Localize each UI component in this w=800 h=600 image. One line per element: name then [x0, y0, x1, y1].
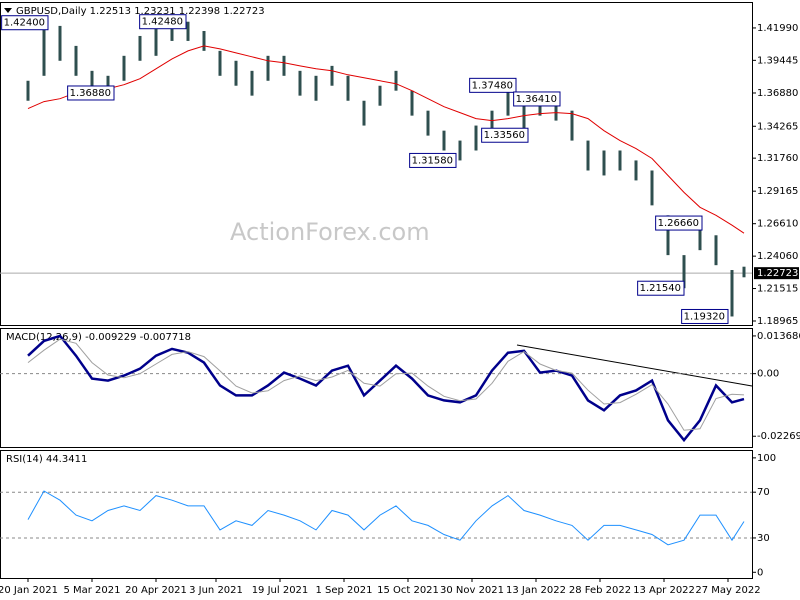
annotation-box	[67, 85, 115, 101]
y-tick-label: 1.26610	[757, 219, 798, 230]
x-tick-label: 28 Feb 2022	[569, 585, 631, 596]
annotation-label: 1.42480	[142, 17, 183, 28]
annotation-label: 1.36410	[516, 94, 557, 105]
y-tick-label: 1.39445	[757, 55, 798, 66]
annotation-box	[513, 91, 561, 107]
annotation-box	[481, 127, 529, 143]
y-tick-label: 1.36880	[757, 88, 798, 99]
moving-average	[27, 45, 745, 234]
x-tick-label: 27 May 2022	[695, 585, 760, 596]
x-tick-label: 20 Jan 2021	[0, 585, 58, 596]
indicator-line	[27, 334, 745, 443]
y-tick-label: 1.18965	[757, 316, 798, 327]
macd-title: MACD(12,26,9) -0.009229 -0.007718	[6, 332, 191, 343]
indicator-line	[27, 490, 745, 546]
x-tick-label: 15 Oct 2021	[377, 585, 439, 596]
x-tick-label: 20 Apr 2021	[125, 585, 187, 596]
price-title: GBPUSD,Daily 1.22513 1.23231 1.22398 1.2…	[16, 6, 265, 17]
x-tick-label: 3 Jun 2021	[189, 585, 243, 596]
y-tick-label: -0.022698	[757, 431, 800, 442]
watermark: ActionForex.com	[230, 218, 430, 246]
annotation-box	[139, 14, 187, 30]
x-tick-label: 13 Jan 2022	[506, 585, 566, 596]
last-price-label: 1.22723	[757, 268, 798, 279]
annotation-label: 1.42400	[4, 18, 45, 29]
annotation-box	[637, 280, 685, 296]
x-tick-label: 19 Jul 2021	[252, 585, 309, 596]
trend-line	[516, 344, 753, 387]
x-tick-label: 30 Nov 2021	[440, 585, 504, 596]
x-tick-label: 1 Sep 2021	[315, 585, 372, 596]
symbol-icon	[4, 8, 12, 13]
rsi-title: RSI(14) 44.3411	[6, 454, 87, 465]
y-tick-label: 1.29165	[757, 186, 798, 197]
y-tick-label: 100	[757, 453, 776, 464]
y-tick-label: 70	[757, 487, 770, 498]
macd-panel	[0, 328, 753, 448]
y-tick-label: 0.00	[757, 369, 779, 380]
annotation-box	[1, 15, 49, 31]
annotation-label: 1.33560	[484, 130, 525, 141]
y-tick-label: 1.31760	[757, 153, 798, 164]
annotation-label: 1.19320	[684, 311, 725, 322]
annotation-label: 1.26660	[658, 218, 699, 229]
price-panel	[0, 2, 753, 326]
annotation-label: 1.21540	[640, 283, 681, 294]
annotation-label: 1.31580	[412, 155, 453, 166]
annotation-box	[655, 215, 703, 231]
y-tick-label: 0	[757, 567, 763, 578]
annotation-box	[409, 152, 457, 168]
annotation-label: 1.36880	[70, 88, 111, 99]
y-tick-label: 1.21515	[757, 284, 798, 295]
y-tick-label: 30	[757, 533, 770, 544]
annotation-label: 1.37480	[472, 80, 513, 91]
y-tick-label: 0.013686	[757, 331, 800, 342]
y-tick-label: 1.24060	[757, 251, 798, 262]
annotation-box	[469, 77, 517, 93]
y-tick-label: 1.34265	[757, 121, 798, 132]
y-tick-label: 1.41990	[757, 23, 798, 34]
x-tick-label: 5 Mar 2021	[63, 585, 120, 596]
annotation-box	[681, 308, 729, 324]
indicator-line	[27, 338, 745, 431]
last-price-tag	[754, 267, 799, 280]
rsi-panel	[0, 450, 753, 579]
x-tick-label: 13 Apr 2022	[633, 585, 695, 596]
